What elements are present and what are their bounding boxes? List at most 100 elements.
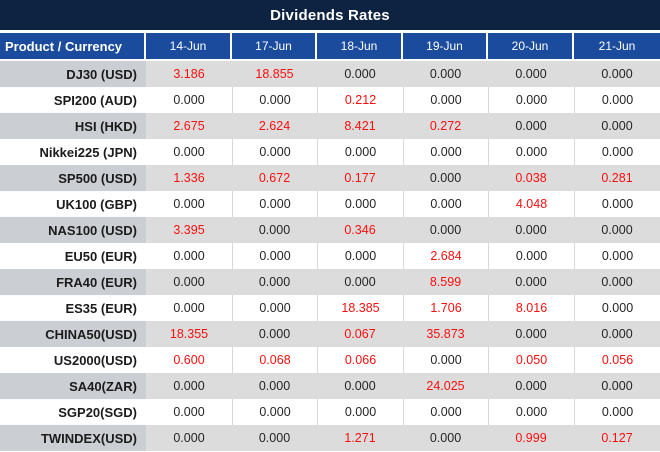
value-cell: 0.000 — [317, 243, 403, 269]
value-cell: 0.000 — [317, 61, 403, 87]
table-row: UK100 (GBP) 0.000 0.000 0.000 0.000 4.048 0.00… — [0, 191, 660, 217]
value-cell: 2.675 — [146, 113, 232, 139]
value-cell: 0.000 — [574, 243, 660, 269]
table-row: HSI (HKD) 2.675 2.624 8.421 0.272 0.000 0.000 — [0, 113, 660, 139]
page-title: Dividends Rates — [270, 6, 390, 24]
value-cell: 0.000 — [488, 217, 574, 243]
value-cell: 18.855 — [232, 61, 317, 87]
value-cell: 0.000 — [574, 269, 660, 295]
value-cell: 0.000 — [146, 87, 232, 113]
product-cell: FRA40 (EUR) — [0, 269, 146, 295]
value-cell: 0.000 — [574, 87, 660, 113]
value-cell: 0.000 — [317, 269, 403, 295]
value-cell: 0.067 — [317, 321, 403, 347]
value-cell: 0.000 — [232, 399, 317, 425]
value-cell: 1.706 — [403, 295, 488, 321]
value-cell: 0.127 — [574, 425, 660, 451]
value-cell: 0.000 — [403, 165, 488, 191]
value-cell: 0.177 — [317, 165, 403, 191]
product-cell: DJ30 (USD) — [0, 61, 146, 87]
value-cell: 0.000 — [232, 217, 317, 243]
table-row: SA40(ZAR) 0.000 0.000 0.000 24.025 0.000 0.000 — [0, 373, 660, 399]
value-cell: 0.000 — [146, 139, 232, 165]
value-cell: 3.395 — [146, 217, 232, 243]
value-cell: 0.000 — [488, 243, 574, 269]
value-cell: 0.000 — [574, 295, 660, 321]
value-cell: 1.271 — [317, 425, 403, 451]
value-cell: 0.000 — [146, 399, 232, 425]
value-cell: 0.000 — [146, 295, 232, 321]
value-cell: 0.999 — [488, 425, 574, 451]
value-cell: 0.000 — [146, 243, 232, 269]
table-row: DJ30 (USD) 3.186 18.855 0.000 0.000 0.000 0.00… — [0, 61, 660, 87]
value-cell: 0.000 — [488, 139, 574, 165]
value-cell: 0.000 — [574, 61, 660, 87]
table-row: US2000(USD) 0.600 0.068 0.066 0.000 0.050 0.05… — [0, 347, 660, 373]
value-cell: 8.599 — [403, 269, 488, 295]
value-cell: 0.000 — [232, 243, 317, 269]
column-header-date-6: 21-Jun — [574, 33, 660, 61]
value-cell: 0.000 — [317, 399, 403, 425]
product-cell: HSI (HKD) — [0, 113, 146, 139]
value-cell: 0.000 — [232, 373, 317, 399]
value-cell: 8.016 — [488, 295, 574, 321]
value-cell: 0.000 — [488, 269, 574, 295]
value-cell: 0.000 — [403, 139, 488, 165]
product-cell: SPI200 (AUD) — [0, 87, 146, 113]
value-cell: 0.000 — [146, 425, 232, 451]
product-cell: ES35 (EUR) — [0, 295, 146, 321]
value-cell: 0.000 — [403, 191, 488, 217]
table-row: CHINA50(USD) 18.355 0.000 0.067 35.873 0.000 0… — [0, 321, 660, 347]
value-cell: 0.000 — [146, 373, 232, 399]
table-row: TWINDEX(USD) 0.000 0.000 1.271 0.000 0.999 0.1… — [0, 425, 660, 451]
column-header-date-5: 20-Jun — [488, 33, 574, 61]
product-cell: SGP20(SGD) — [0, 399, 146, 425]
value-cell: 0.272 — [403, 113, 488, 139]
value-cell: 0.000 — [488, 61, 574, 87]
value-cell: 0.000 — [574, 373, 660, 399]
value-cell: 8.421 — [317, 113, 403, 139]
value-cell: 0.000 — [317, 191, 403, 217]
dividends-table: Product / Currency 14-Jun 17-Jun 18-Jun … — [0, 33, 660, 451]
product-cell: SA40(ZAR) — [0, 373, 146, 399]
value-cell: 2.624 — [232, 113, 317, 139]
product-cell: TWINDEX(USD) — [0, 425, 146, 451]
value-cell: 0.000 — [232, 139, 317, 165]
table-row: SP500 (USD) 1.336 0.672 0.177 0.000 0.038 0.28… — [0, 165, 660, 191]
value-cell: 0.346 — [317, 217, 403, 243]
value-cell: 0.000 — [574, 217, 660, 243]
table-row: EU50 (EUR) 0.000 0.000 0.000 2.684 0.000 0.000 — [0, 243, 660, 269]
product-cell: Nikkei225 (JPN) — [0, 139, 146, 165]
product-cell: CHINA50(USD) — [0, 321, 146, 347]
table-row: Nikkei225 (JPN) 0.000 0.000 0.000 0.000 0.000… — [0, 139, 660, 165]
value-cell: 0.066 — [317, 347, 403, 373]
value-cell: 0.600 — [146, 347, 232, 373]
value-cell: 0.000 — [232, 269, 317, 295]
value-cell: 0.050 — [488, 347, 574, 373]
column-header-date-2: 17-Jun — [232, 33, 317, 61]
value-cell: 18.385 — [317, 295, 403, 321]
value-cell: 0.281 — [574, 165, 660, 191]
product-cell: NAS100 (USD) — [0, 217, 146, 243]
value-cell: 0.000 — [232, 295, 317, 321]
value-cell: 0.000 — [232, 191, 317, 217]
value-cell: 0.000 — [146, 191, 232, 217]
value-cell: 0.056 — [574, 347, 660, 373]
value-cell: 0.000 — [403, 347, 488, 373]
value-cell: 0.000 — [488, 87, 574, 113]
value-cell: 0.000 — [232, 321, 317, 347]
table-row: ES35 (EUR) 0.000 0.000 18.385 1.706 8.016 0.00… — [0, 295, 660, 321]
table-row: SPI200 (AUD) 0.000 0.000 0.212 0.000 0.000 0.0… — [0, 87, 660, 113]
column-header-date-4: 19-Jun — [403, 33, 488, 61]
column-header-product: Product / Currency — [0, 33, 146, 61]
product-cell: SP500 (USD) — [0, 165, 146, 191]
column-header-date-1: 14-Jun — [146, 33, 232, 61]
value-cell: 0.000 — [403, 87, 488, 113]
value-cell: 0.038 — [488, 165, 574, 191]
title-bar: Dividends Rates — [0, 0, 660, 30]
value-cell: 0.672 — [232, 165, 317, 191]
value-cell: 3.186 — [146, 61, 232, 87]
value-cell: 18.355 — [146, 321, 232, 347]
table-body: DJ30 (USD) 3.186 18.855 0.000 0.000 0.000 0.00… — [0, 61, 660, 451]
value-cell: 1.336 — [146, 165, 232, 191]
